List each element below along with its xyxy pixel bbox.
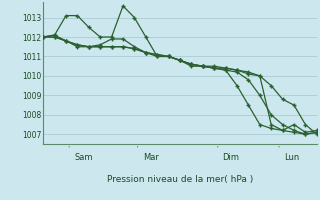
Text: Pression niveau de la mer( hPa ): Pression niveau de la mer( hPa ) [107,175,253,184]
Text: Lun: Lun [284,153,299,162]
Text: Sam: Sam [75,153,93,162]
Text: Mar: Mar [143,153,159,162]
Text: Dim: Dim [222,153,239,162]
